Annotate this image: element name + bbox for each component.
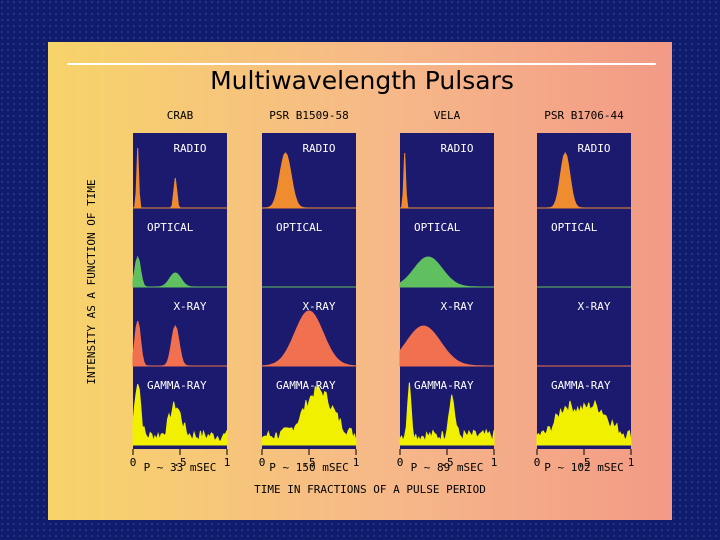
light-curve	[132, 383, 228, 446]
tick-label: 1	[224, 456, 231, 469]
period: P ~ 33 mSEC	[144, 461, 217, 474]
light-curve	[536, 399, 632, 446]
panel	[400, 133, 494, 449]
y-axis-label: INTENSITY AS A FUNCTION OF TIME	[85, 179, 98, 384]
period: P ~ 89 mSEC	[411, 461, 484, 474]
panel	[133, 133, 227, 449]
band-label: RADIO	[302, 142, 335, 155]
panel	[537, 133, 631, 449]
light-curve	[261, 385, 357, 446]
band-label: X-RAY	[173, 300, 206, 313]
band-label: X-RAY	[577, 300, 610, 313]
period: P ~ 102 mSEC	[544, 461, 623, 474]
band-label: GAMMA-RAY	[551, 379, 611, 392]
panel-name: CRAB	[167, 109, 194, 122]
band-label: RADIO	[173, 142, 206, 155]
tick-label: 0	[534, 456, 541, 469]
band-label: GAMMA-RAY	[414, 379, 474, 392]
title: Multiwavelength Pulsars	[210, 66, 514, 95]
tick-label: 1	[491, 456, 498, 469]
band-label: RADIO	[577, 142, 610, 155]
x-axis-label: TIME IN FRACTIONS OF A PULSE PERIOD	[254, 483, 486, 496]
band-label: OPTICAL	[551, 221, 598, 234]
band-label: OPTICAL	[414, 221, 461, 234]
panel-name: PSR B1706-44	[544, 109, 624, 122]
band-label: RADIO	[440, 142, 473, 155]
band-label: OPTICAL	[147, 221, 194, 234]
tick-label: 0	[259, 456, 266, 469]
tick-label: .5	[440, 456, 453, 469]
tick-label: .5	[173, 456, 186, 469]
tick-label: 1	[353, 456, 360, 469]
tick-label: 0	[130, 456, 137, 469]
band-label: GAMMA-RAY	[276, 379, 336, 392]
light-curve	[261, 310, 357, 367]
tick-label: .5	[577, 456, 590, 469]
panel-name: PSR B1509-58	[269, 109, 348, 122]
tick-label: .5	[302, 456, 315, 469]
panel-name: VELA	[434, 109, 461, 122]
period: P ~ 150 mSEC	[269, 461, 348, 474]
band-label: OPTICAL	[276, 221, 323, 234]
tick-label: 1	[628, 456, 635, 469]
band-label: GAMMA-RAY	[147, 379, 207, 392]
light-curve	[399, 382, 495, 446]
band-label: X-RAY	[440, 300, 473, 313]
tick-label: 0	[397, 456, 404, 469]
band-label: X-RAY	[302, 300, 335, 313]
